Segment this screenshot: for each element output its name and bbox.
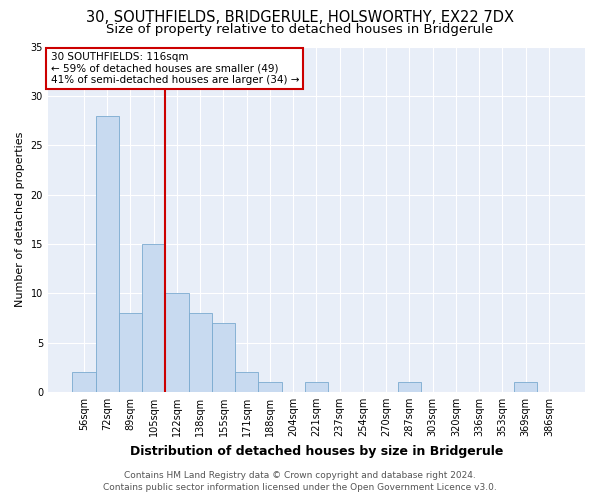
Text: 30 SOUTHFIELDS: 116sqm
← 59% of detached houses are smaller (49)
41% of semi-det: 30 SOUTHFIELDS: 116sqm ← 59% of detached…	[50, 52, 299, 85]
Bar	[235, 372, 259, 392]
Y-axis label: Number of detached properties: Number of detached properties	[15, 132, 25, 307]
Bar	[305, 382, 328, 392]
Bar	[398, 382, 421, 392]
Bar	[142, 244, 166, 392]
Bar	[212, 323, 235, 392]
Bar	[166, 293, 188, 392]
Text: 30, SOUTHFIELDS, BRIDGERULE, HOLSWORTHY, EX22 7DX: 30, SOUTHFIELDS, BRIDGERULE, HOLSWORTHY,…	[86, 10, 514, 25]
Bar	[95, 116, 119, 392]
Bar	[73, 372, 95, 392]
Text: Contains HM Land Registry data © Crown copyright and database right 2024.
Contai: Contains HM Land Registry data © Crown c…	[103, 471, 497, 492]
Bar	[119, 313, 142, 392]
Bar	[259, 382, 281, 392]
Bar	[514, 382, 538, 392]
Bar	[188, 313, 212, 392]
X-axis label: Distribution of detached houses by size in Bridgerule: Distribution of detached houses by size …	[130, 444, 503, 458]
Text: Size of property relative to detached houses in Bridgerule: Size of property relative to detached ho…	[106, 22, 494, 36]
